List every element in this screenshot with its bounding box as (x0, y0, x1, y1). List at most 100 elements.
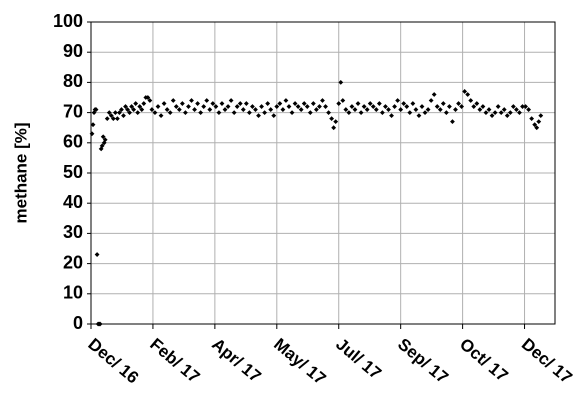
data-point (392, 104, 397, 109)
data-point (431, 92, 437, 97)
data-point (507, 110, 513, 115)
data-point (155, 104, 161, 109)
plot-border (90, 21, 556, 325)
data-point (104, 116, 110, 122)
data-point (256, 113, 261, 119)
data-point (514, 107, 519, 112)
data-point (93, 107, 99, 112)
data-point (468, 98, 474, 103)
data-point (367, 101, 373, 106)
data-point (343, 107, 349, 112)
data-point (358, 110, 364, 115)
data-point (207, 107, 213, 112)
y-tick-label: 30 (63, 222, 83, 242)
data-point (89, 131, 95, 137)
data-point (450, 119, 455, 125)
data-point (123, 104, 128, 109)
data-point (268, 107, 274, 112)
data-point (489, 113, 495, 119)
data-point (253, 107, 258, 112)
data-point (139, 107, 145, 112)
data-point (231, 110, 237, 115)
data-point (298, 107, 304, 112)
data-point (198, 110, 204, 115)
data-point (170, 98, 176, 103)
data-point (370, 104, 376, 109)
data-point (149, 107, 155, 112)
data-point (161, 101, 167, 106)
data-point (237, 101, 243, 106)
data-point (364, 107, 370, 112)
y-tick-label: 0 (73, 313, 83, 333)
data-point (131, 107, 137, 112)
data-point (234, 104, 240, 109)
data-point (413, 107, 419, 112)
y-tick-label: 80 (63, 71, 83, 91)
data-point (195, 101, 201, 106)
data-point (474, 101, 480, 106)
y-tick-label: 90 (63, 41, 83, 61)
y-tick-label: 60 (63, 132, 83, 152)
data-point (97, 321, 103, 327)
x-tick-label: Dec/ 17 (518, 335, 576, 388)
data-point (222, 107, 228, 112)
data-point (407, 110, 413, 115)
data-point (99, 143, 105, 149)
data-point (125, 107, 130, 112)
data-point (250, 104, 255, 109)
data-point (228, 98, 234, 103)
data-point (338, 80, 344, 85)
data-point (336, 101, 342, 106)
data-point (428, 98, 434, 103)
data-point (129, 104, 135, 109)
data-point (523, 104, 528, 109)
data-point (401, 101, 407, 106)
data-point (167, 110, 173, 115)
data-point (152, 110, 158, 115)
data-point (383, 104, 388, 109)
x-tick-label: Jul/ 17 (332, 335, 385, 384)
data-point (304, 104, 310, 109)
y-tick-label: 50 (63, 162, 83, 182)
data-point (133, 101, 139, 106)
data-point (447, 104, 452, 109)
data-point (265, 101, 271, 106)
data-point (459, 104, 464, 109)
data-point (91, 110, 97, 115)
data-point (286, 104, 292, 109)
data-point (329, 116, 335, 122)
data-point (331, 125, 337, 131)
data-point (204, 98, 210, 103)
data-point (243, 101, 249, 106)
data-point (517, 110, 522, 115)
data-point (419, 104, 425, 109)
data-point (434, 104, 440, 109)
data-point (538, 113, 544, 119)
data-point (352, 107, 358, 112)
data-point (532, 122, 538, 128)
data-point (465, 92, 471, 97)
data-point (326, 110, 331, 115)
data-point (274, 104, 280, 109)
data-point (179, 101, 185, 106)
y-tick-label: 70 (63, 101, 83, 121)
data-point (225, 104, 231, 109)
data-point (246, 110, 252, 115)
data-point (137, 104, 143, 109)
data-point (117, 110, 122, 115)
data-point (422, 110, 428, 115)
data-point (295, 104, 301, 109)
data-point (477, 107, 483, 112)
data-point (135, 110, 141, 115)
data-point (355, 101, 361, 106)
data-point (323, 104, 328, 109)
data-point (425, 107, 431, 112)
data-point (94, 252, 100, 257)
data-point (186, 104, 191, 109)
data-point (90, 122, 96, 128)
data-point (480, 104, 486, 109)
data-point (259, 104, 264, 109)
data-point (101, 140, 107, 146)
data-point (379, 110, 385, 115)
